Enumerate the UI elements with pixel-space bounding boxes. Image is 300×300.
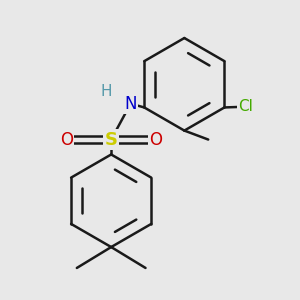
- Text: S: S: [105, 130, 118, 148]
- Text: N: N: [124, 95, 137, 113]
- Text: Cl: Cl: [238, 99, 253, 114]
- Text: O: O: [149, 130, 163, 148]
- Text: H: H: [101, 84, 112, 99]
- Text: O: O: [60, 130, 73, 148]
